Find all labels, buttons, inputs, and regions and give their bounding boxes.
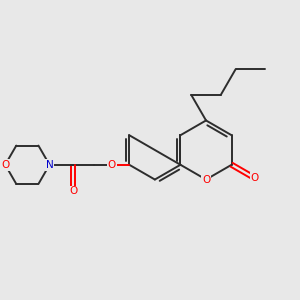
- Text: O: O: [250, 173, 259, 183]
- Text: O: O: [202, 175, 210, 184]
- Text: N: N: [46, 160, 53, 170]
- Text: O: O: [107, 160, 116, 170]
- Text: O: O: [1, 160, 9, 170]
- Text: O: O: [69, 186, 77, 197]
